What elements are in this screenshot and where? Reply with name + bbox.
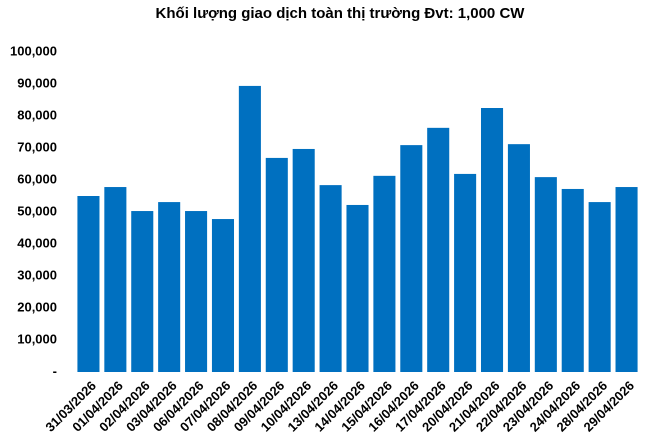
bar — [400, 145, 423, 372]
chart-title: Khối lượng giao dịch toàn thị trường Đvt… — [156, 5, 526, 22]
bar — [211, 219, 235, 372]
bar — [319, 185, 342, 372]
y-tick-label: 60,000 — [17, 171, 57, 186]
y-tick-label: 10,000 — [17, 331, 57, 346]
bar — [561, 188, 584, 372]
bar — [238, 85, 261, 373]
y-tick-label: 30,000 — [17, 267, 57, 282]
y-tick-label: - — [53, 363, 57, 378]
bar — [158, 202, 181, 372]
y-tick-label: 70,000 — [17, 139, 57, 154]
y-tick-label: 100,000 — [10, 43, 57, 58]
bar — [265, 157, 288, 372]
y-tick-label: 40,000 — [17, 235, 57, 250]
bar — [534, 177, 557, 372]
bar — [373, 175, 396, 372]
bar — [588, 202, 611, 372]
bar — [615, 187, 638, 372]
bar — [454, 173, 477, 372]
y-tick-label: 90,000 — [17, 75, 57, 90]
bar — [77, 196, 100, 372]
bar — [185, 211, 208, 372]
bar — [507, 144, 530, 372]
y-tick-label: 50,000 — [17, 203, 57, 218]
bar — [292, 148, 315, 372]
bar — [131, 211, 154, 372]
bar — [480, 108, 504, 372]
bar — [104, 187, 127, 372]
y-tick-label: 80,000 — [17, 107, 57, 122]
bar — [346, 204, 369, 372]
bar — [427, 127, 450, 372]
y-tick-label: 20,000 — [17, 299, 57, 314]
